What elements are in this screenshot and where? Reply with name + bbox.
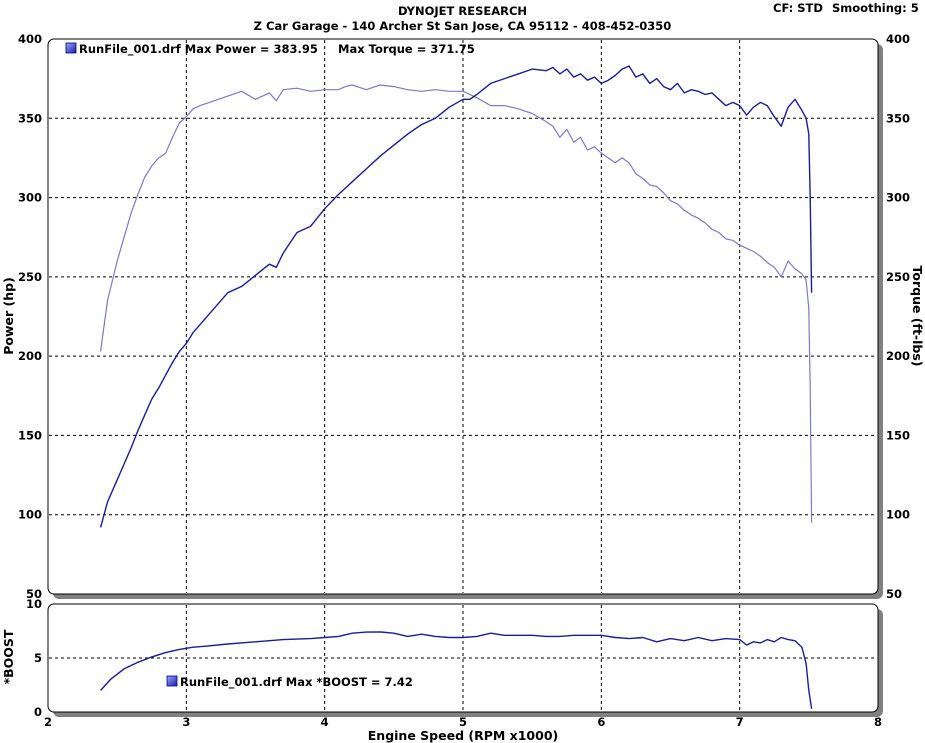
torque-tick-label: 150 xyxy=(886,428,910,442)
chart-title: DYNOJET RESEARCH xyxy=(397,4,528,18)
correction-factor-label: CF: STD xyxy=(773,1,823,15)
rpm-axis-ticks: 2 3 4 5 6 7 8 xyxy=(44,715,882,729)
boost-tick-label: 0 xyxy=(34,705,42,719)
rpm-axis-label: Engine Speed (RPM x1000) xyxy=(368,728,558,743)
power-axis-label: Power (hp) xyxy=(1,277,16,355)
boost-legend-square-icon xyxy=(166,675,178,687)
boost-axis-label: *BOOST xyxy=(1,629,16,684)
power-tick-label: 350 xyxy=(18,111,42,125)
chart-subtitle: Z Car Garage - 140 Archer St San Jose, C… xyxy=(253,19,672,33)
rpm-tick-label: 6 xyxy=(597,715,605,729)
power-tick-label: 50 xyxy=(26,587,42,601)
torque-tick-label: 100 xyxy=(886,508,910,522)
power-tick-label: 300 xyxy=(18,191,42,205)
rpm-tick-label: 8 xyxy=(874,715,882,729)
boost-tick-label: 10 xyxy=(26,597,42,611)
torque-axis-ticks: 50 100 150 200 250 300 350 400 xyxy=(886,32,910,601)
rpm-tick-label: 5 xyxy=(459,715,467,729)
rpm-tick-label: 4 xyxy=(321,715,329,729)
torque-tick-label: 250 xyxy=(886,270,910,284)
boost-grid xyxy=(49,605,877,711)
smoothing-label: Smoothing: 5 xyxy=(832,1,919,15)
power-tick-label: 200 xyxy=(18,349,42,363)
torque-tick-label: 350 xyxy=(886,111,910,125)
rpm-tick-label: 3 xyxy=(182,715,190,729)
power-legend-text: RunFile_001.drf Max Power = 383.95 xyxy=(79,42,318,57)
torque-tick-label: 200 xyxy=(886,349,910,363)
power-tick-label: 250 xyxy=(18,270,42,284)
power-tick-label: 100 xyxy=(18,508,42,522)
torque-axis-label: Torque (ft-lbs) xyxy=(910,266,925,367)
boost-legend-text: RunFile_001.drf Max *BOOST = 7.42 xyxy=(180,675,413,690)
power-tick-label: 400 xyxy=(18,32,42,46)
power-tick-label: 150 xyxy=(18,428,42,442)
boost-axis-ticks: 0 5 10 xyxy=(26,597,42,719)
main-grid xyxy=(49,40,877,593)
torque-series-line xyxy=(100,84,813,523)
torque-legend-text: Max Torque = 371.75 xyxy=(338,42,475,56)
main-series xyxy=(99,65,813,528)
torque-tick-label: 400 xyxy=(886,32,910,46)
power-series-line xyxy=(99,65,813,528)
torque-tick-label: 50 xyxy=(886,587,902,601)
boost-series xyxy=(100,631,813,709)
rpm-tick-label: 7 xyxy=(736,715,744,729)
boost-tick-label: 5 xyxy=(34,651,42,665)
power-legend-square-icon xyxy=(65,42,77,54)
torque-tick-label: 300 xyxy=(886,191,910,205)
rpm-tick-label: 2 xyxy=(44,715,52,729)
boost-series-line xyxy=(100,631,813,709)
power-axis-ticks: 50 100 150 200 250 300 350 400 xyxy=(18,32,42,601)
